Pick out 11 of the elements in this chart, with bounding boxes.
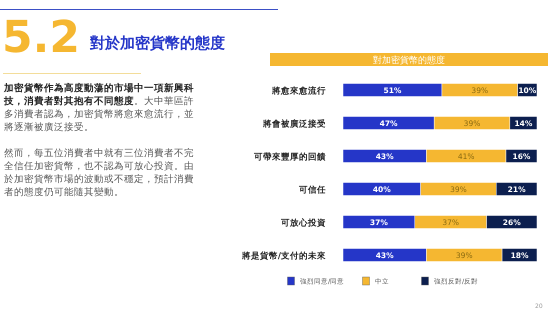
chart-title: 對加密貨幣的態度: [373, 55, 445, 66]
y-tick-label: 將愈來愈流行: [271, 86, 326, 96]
y-tick-label: 可信任: [298, 184, 326, 196]
y-tick-label: 將會被廣泛接受: [262, 118, 326, 130]
text: 然而，每五位消費者中就有三位消費者不完全信任加密貨幣，也不認為可放心投資。由於加密貨幣市場的波動或不穩定，預計消費者的態度仍可能隨其變動。: [4, 147, 195, 199]
y-tick-label: 將是貨幣/支付的未來: [240, 250, 327, 262]
text: 5.2: [2, 12, 80, 63]
y-tick-label: 可放心投資: [280, 218, 326, 228]
text: 對於加密貨幣的態度: [90, 34, 225, 52]
text: 加密貨幣作為高度動蕩的市場中一項新興科技，消費者對其抱有不同態度。大中華區許多消費者認為，加密貨幣將愈來愈流行，並將逐漸被廣泛接受。: [4, 82, 195, 134]
y-tick-label: 可帶來豐厚的回饋: [253, 152, 326, 162]
